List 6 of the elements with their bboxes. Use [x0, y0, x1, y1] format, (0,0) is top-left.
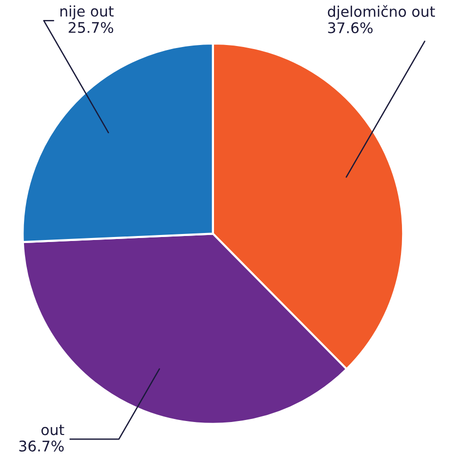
data-label: 37.6%	[328, 22, 373, 34]
data-label: 36.7%	[19, 440, 64, 452]
slice-label: nije out	[60, 5, 114, 20]
data-label: 25.7%	[68, 22, 114, 34]
slice-label: out	[41, 424, 64, 436]
slice-label: djelomično out	[328, 5, 435, 20]
